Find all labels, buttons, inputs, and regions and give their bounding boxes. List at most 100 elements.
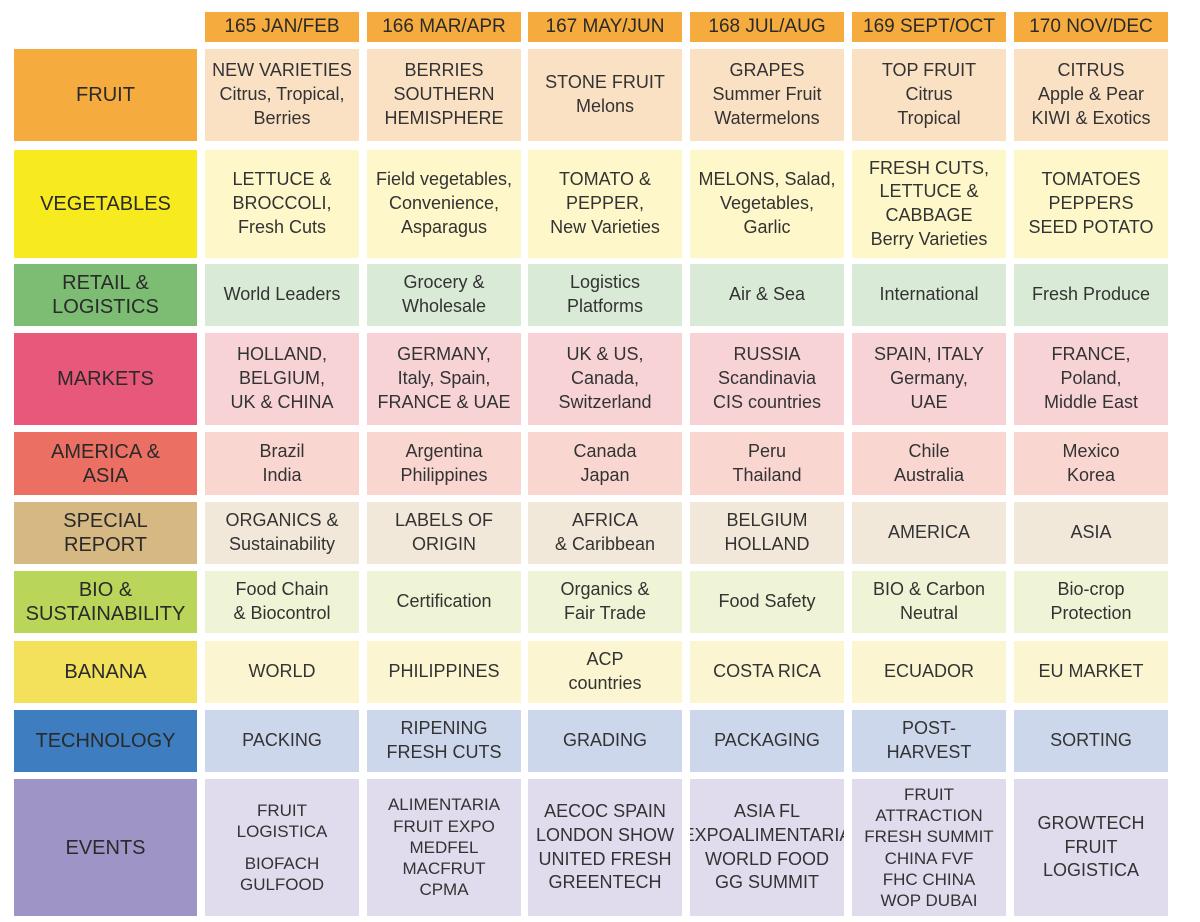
table-cell: World Leaders: [205, 264, 359, 326]
cell-line: BIOFACH: [244, 853, 320, 873]
row-label: MARKETS: [14, 333, 197, 425]
table-cell: TOMATO & PEPPER, New Varieties: [528, 150, 682, 258]
cell-line: Sustainability: [228, 534, 336, 554]
table-cell: ORGANICS & Sustainability: [205, 502, 359, 564]
table-cell: SORTING: [1014, 710, 1168, 772]
cell-line: Peru: [747, 440, 787, 461]
table-cell: GERMANY, Italy, Spain, FRANCE & UAE: [367, 333, 521, 425]
cell-line: STONE FRUIT: [545, 72, 665, 93]
table-cell: GRAPES Summer Fruit Watermelons: [690, 49, 844, 141]
table-cell: PHILIPPINES: [367, 641, 521, 703]
cell-line: Apple & Pear: [1037, 84, 1145, 105]
table-cell: MELONS, Salad, Vegetables, Garlic: [690, 150, 844, 258]
cell-line: Berry Varieties: [870, 228, 988, 249]
row-label-line: EVENTS: [65, 836, 146, 859]
cell-line: ASIA FL: [733, 801, 801, 821]
row-label-line: ASIA: [82, 464, 129, 487]
cell-line: Certification: [396, 591, 492, 612]
column-header: 166 MAR/APR: [367, 12, 521, 42]
table-cell: International: [852, 264, 1006, 326]
cell-line: CITRUS: [1057, 60, 1125, 81]
table-cell: BERRIES SOUTHERN HEMISPHERE: [367, 49, 521, 141]
cell-line: LOGISTICA: [1042, 860, 1140, 881]
cell-line: Fresh Cuts: [237, 216, 327, 237]
cell-line: FRUIT EXPO: [393, 816, 495, 836]
row-label-text: BANANA: [64, 660, 146, 684]
table-cell: Peru Thailand: [690, 432, 844, 495]
cell-line: countries: [568, 673, 642, 693]
cell-line: LONDON SHOW: [535, 824, 674, 845]
cell-line: PEPPER,: [565, 193, 645, 214]
cell-line: Organics &: [560, 579, 650, 600]
table-cell: PACKAGING: [690, 710, 844, 772]
cell-line: Middle East: [1043, 391, 1139, 412]
cell-line: FRUIT: [1064, 836, 1118, 857]
cell-line: Korea: [1066, 464, 1116, 485]
cell-line: India: [262, 464, 302, 485]
cell-line: ORIGIN: [411, 534, 476, 554]
cell-line: COSTA RICA: [713, 661, 821, 682]
cell-line: SPAIN, ITALY: [873, 344, 985, 365]
cell-line: Fresh Produce: [1031, 284, 1151, 305]
row-label: RETAIL & LOGISTICS: [14, 264, 197, 326]
cell-line: Brazil: [259, 440, 305, 461]
table-cell: ACP countries: [528, 641, 682, 703]
table-cell: SPAIN, ITALY Germany, UAE: [852, 333, 1006, 425]
row-label-line: SPECIAL: [63, 510, 148, 532]
cell-line: Citrus: [905, 84, 953, 105]
cell-line: Fair Trade: [563, 603, 647, 623]
cell-line: PACKING: [242, 730, 322, 751]
cell-line: ASIA: [1070, 522, 1112, 543]
cell-line: Bio-crop: [1057, 579, 1125, 600]
cell-line: Scandinavia: [717, 368, 817, 389]
table-cell: Certification: [367, 571, 521, 633]
row-label-line: BANANA: [64, 661, 147, 683]
cell-line: Citrus, Tropical,: [219, 84, 345, 105]
cell-line: Chile: [908, 440, 950, 461]
cell-line: Field vegetables,: [375, 169, 513, 190]
cell-line: UNITED FRESH: [538, 848, 672, 869]
cell-line: BELGIUM,: [238, 368, 326, 389]
cell-line: Asparagus: [400, 216, 488, 237]
row-label-line: MARKETS: [57, 368, 154, 390]
row-label-text: MARKETS: [57, 367, 154, 391]
cell-line: SOUTHERN: [393, 84, 495, 105]
cell-line: ACP: [586, 649, 624, 670]
cell-line: EXPOALIMENTARIA: [690, 824, 844, 845]
table-cell: ASIA: [1014, 502, 1168, 564]
cell-line: CIS countries: [712, 391, 822, 412]
column-header: 168 JUL/AUG: [690, 12, 844, 42]
table-cell: WORLD: [205, 641, 359, 703]
cell-line: Vegetables,: [719, 193, 815, 214]
table-cell: Brazil India: [205, 432, 359, 495]
cell-line: CPMA: [419, 880, 469, 900]
row-label: TECHNOLOGY: [14, 710, 197, 772]
row-label-line: REPORT: [64, 534, 147, 556]
row-label: VEGETABLES: [14, 150, 197, 258]
table-cell: Grocery & Wholesale: [367, 264, 521, 326]
cell-line: LETTUCE &: [232, 169, 332, 190]
cell-line: Mexico: [1062, 440, 1120, 461]
cell-line: FHC CHINA: [882, 869, 976, 889]
row-label: FRUIT: [14, 49, 197, 141]
table-cell: CITRUS Apple & Pear KIWI & Exotics: [1014, 49, 1168, 141]
cell-line: ATTRACTION: [875, 806, 983, 825]
cell-line: PEPPERS: [1048, 193, 1134, 214]
cell-line: Switzerland: [558, 391, 652, 412]
cell-line: FRANCE & UAE: [377, 391, 511, 412]
cell-line: HARVEST: [886, 742, 972, 762]
table-cell: Food Safety: [690, 571, 844, 633]
cell-line: New Varieties: [550, 216, 660, 237]
table-cell: RIPENING FRESH CUTS: [367, 710, 521, 772]
table-cell: LABELS OF ORIGIN: [367, 502, 521, 564]
column-header: 169 SEPT/OCT: [852, 12, 1006, 42]
row-label-line: RETAIL &: [62, 272, 149, 294]
cell-line: Convenience,: [388, 193, 500, 214]
cell-line: Argentina: [405, 440, 483, 461]
cell-line: KIWI & Exotics: [1031, 107, 1151, 128]
table-cell: Canada Japan: [528, 432, 682, 495]
cell-line: Logistics: [569, 272, 641, 293]
row-label-text: SPECIAL REPORT: [63, 509, 147, 557]
row-label: SPECIAL REPORT: [14, 502, 197, 564]
row-label-text: RETAIL & LOGISTICS: [52, 271, 159, 319]
